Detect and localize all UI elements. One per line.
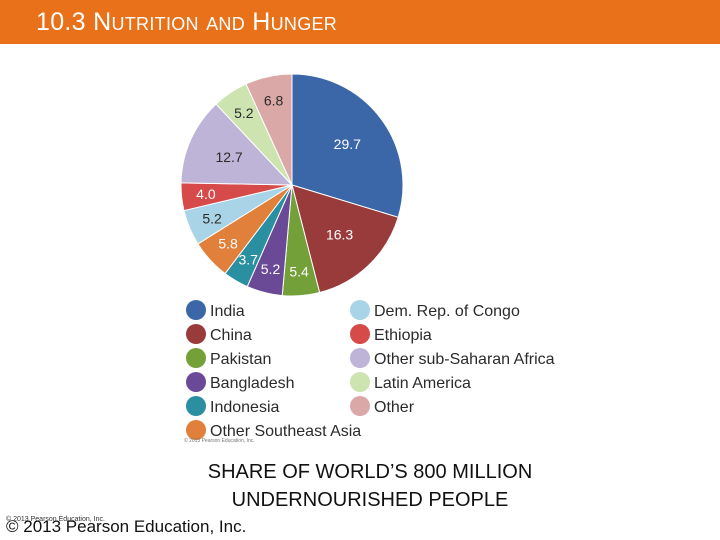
pie-slices [180, 73, 404, 297]
legend-swatch-indonesia [186, 396, 206, 416]
pie-chart: 29.716.35.45.23.75.85.24.012.75.26.8 Ind… [180, 73, 555, 444]
slice-value-latin-america: 5.2 [234, 105, 254, 121]
pie-slice-labels: 29.716.35.45.23.75.85.24.012.75.26.8 [196, 92, 361, 279]
copyright-text: © 2013 Pearson Education, Inc. [6, 517, 247, 536]
copyright-small: © 2013 Pearson Education, Inc. [6, 516, 105, 523]
legend-swatch-india [186, 300, 206, 320]
pie-slice-other [245, 73, 293, 186]
caption-line-1: SHARE OF WORLD’S 800 MILLION [207, 461, 533, 483]
slide-title: 10.3 Nutrition and Hunger [36, 8, 338, 36]
legend-label-other-sub-saharan-africa: Other sub-Saharan Africa [374, 351, 555, 368]
legend-label-latin-america: Latin America [374, 375, 471, 392]
legend-swatch-other [350, 396, 370, 416]
legend-swatch-ethiopia [350, 324, 370, 344]
legend-swatch-pakistan [186, 348, 206, 368]
slice-value-dem-rep-of-congo: 5.2 [202, 210, 222, 226]
pie-slice-india [291, 73, 404, 218]
legend-label-ethiopia: Ethiopia [374, 327, 432, 344]
legend-label-india: India [210, 303, 245, 320]
legend-label-other: Other [374, 399, 415, 416]
slice-value-bangladesh: 5.2 [261, 261, 281, 277]
pie-slice-china [291, 184, 399, 294]
slice-value-other: 6.8 [264, 92, 284, 108]
legend-swatch-other-sub-saharan-africa [350, 348, 370, 368]
legend-swatch-dem-rep-of-congo [350, 300, 370, 320]
legend-swatch-latin-america [350, 372, 370, 392]
legend-label-bangladesh: Bangladesh [210, 375, 295, 392]
legend-swatch-china [186, 324, 206, 344]
caption-line-2: UNDERNOURISHED PEOPLE [231, 489, 509, 511]
slice-value-other-southeast-asia: 5.8 [218, 236, 238, 252]
chart-legend: India China Pakistan Bangladesh Indonesia Oth… [186, 300, 555, 440]
legend-label-china: China [210, 327, 252, 344]
slice-value-indonesia: 3.7 [238, 252, 258, 268]
slice-value-ethiopia: 4.0 [196, 186, 216, 202]
legend-swatch-other-southeast-asia [186, 420, 206, 440]
legend-label-indonesia: Indonesia [210, 399, 279, 416]
title-bar: 10.3 Nutrition and Hunger [0, 0, 720, 44]
chart-caption: SHARE OF WORLD’S 800 MILLION UNDERNOURIS… [160, 458, 580, 514]
legend-label-dem-rep-of-congo: Dem. Rep. of Congo [374, 303, 520, 320]
legend-swatch-bangladesh [186, 372, 206, 392]
slice-value-china: 16.3 [326, 227, 353, 243]
legend-label-pakistan: Pakistan [210, 351, 271, 368]
pie-slice-other-sub-saharan-africa [180, 103, 294, 186]
slice-value-india: 29.7 [334, 136, 361, 152]
slice-value-other-sub-saharan-africa: 12.7 [215, 149, 242, 165]
figure-copyright: © 2013 Pearson Education, Inc. [184, 437, 255, 444]
slice-value-pakistan: 5.4 [289, 263, 309, 279]
legend-label-other-southeast-asia: Other Southeast Asia [210, 423, 361, 440]
